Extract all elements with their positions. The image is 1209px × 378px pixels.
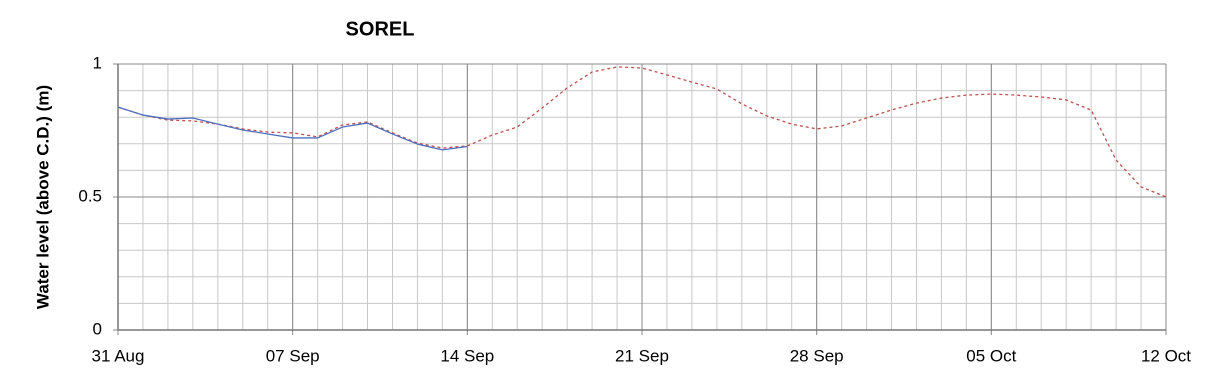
line-series: [117, 106, 468, 151]
y-axis-label: Water level (above C.D.) (m): [33, 85, 52, 309]
chart-title: SOREL: [346, 18, 415, 40]
x-tick-label: 28 Sep: [790, 346, 844, 365]
x-tick-label: 14 Sep: [440, 346, 494, 365]
x-tick-label: 31 Aug: [92, 346, 145, 365]
y-tick-label: 0: [93, 319, 102, 338]
y-tick-label: 0.5: [78, 186, 102, 205]
x-tick-label: 05 Oct: [966, 346, 1016, 365]
x-tick-label: 12 Oct: [1141, 346, 1191, 365]
y-tick-label: 1: [93, 53, 102, 72]
x-tick-label: 21 Sep: [615, 346, 669, 365]
x-tick-label: 07 Sep: [266, 346, 320, 365]
